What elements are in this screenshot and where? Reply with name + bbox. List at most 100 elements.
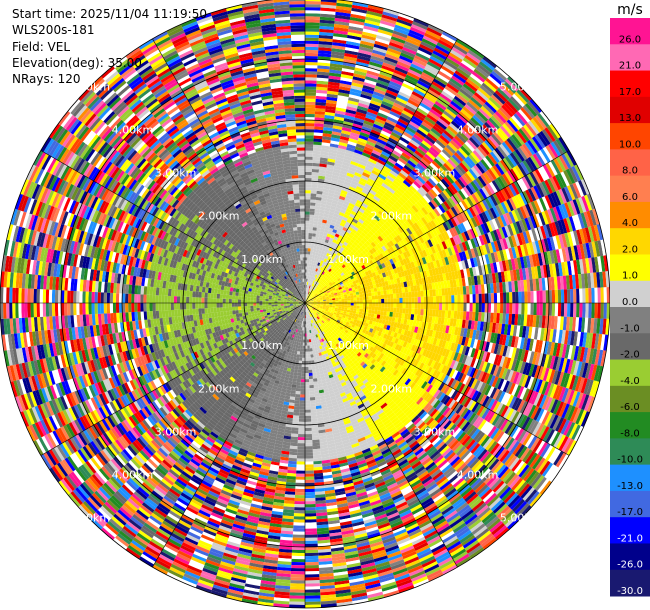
velocity-gate xyxy=(385,189,394,197)
velocity-gate xyxy=(463,231,471,241)
velocity-gate xyxy=(429,261,435,270)
velocity-gate xyxy=(354,188,362,195)
velocity-gate xyxy=(429,188,438,198)
velocity-gate xyxy=(389,258,395,265)
velocity-gate xyxy=(326,233,332,238)
velocity-gate xyxy=(439,93,453,104)
velocity-gate xyxy=(412,193,421,201)
velocity-gate xyxy=(384,271,390,277)
velocity-gate xyxy=(340,283,345,287)
velocity-gate xyxy=(356,140,367,147)
velocity-gate xyxy=(401,152,411,160)
velocity-gate xyxy=(351,79,365,85)
velocity-gate xyxy=(405,308,409,314)
velocity-gate xyxy=(353,297,357,301)
velocity-gate xyxy=(592,208,600,225)
velocity-gate xyxy=(549,207,558,222)
velocity-gate xyxy=(347,140,357,147)
velocity-gate xyxy=(436,169,446,179)
velocity-gate xyxy=(350,129,361,135)
velocity-gate xyxy=(377,210,385,217)
velocity-gate xyxy=(537,112,550,128)
velocity-gate xyxy=(321,271,325,275)
velocity-gate xyxy=(452,253,459,263)
velocity-gate xyxy=(462,221,470,232)
velocity-gate xyxy=(435,44,450,55)
velocity-gate xyxy=(406,218,414,226)
velocity-gate xyxy=(394,272,400,279)
velocity-gate xyxy=(321,293,325,296)
velocity-gate xyxy=(534,240,541,254)
velocity-gate xyxy=(363,22,380,30)
velocity-gate xyxy=(342,62,356,68)
velocity-gate xyxy=(392,230,399,237)
velocity-gate xyxy=(478,188,488,200)
velocity-gate xyxy=(348,22,364,29)
velocity-gate xyxy=(307,260,310,264)
velocity-gate xyxy=(305,263,308,267)
velocity-gate xyxy=(594,240,601,257)
velocity-gate xyxy=(337,227,343,233)
velocity-gate xyxy=(341,186,349,192)
velocity-gate xyxy=(307,301,312,303)
velocity-gate xyxy=(305,110,316,115)
velocity-gate xyxy=(511,209,519,223)
velocity-gate xyxy=(454,70,469,81)
velocity-gate xyxy=(353,294,357,298)
velocity-gate xyxy=(359,303,363,307)
velocity-gate xyxy=(333,278,338,282)
velocity-gate xyxy=(427,177,437,187)
velocity-gate xyxy=(502,249,508,261)
velocity-gate xyxy=(430,83,443,94)
velocity-gate xyxy=(372,299,376,303)
velocity-gate xyxy=(339,135,350,141)
velocity-gate xyxy=(489,263,495,274)
velocity-gate xyxy=(376,249,382,255)
velocity-gate xyxy=(413,18,430,28)
velocity-gate xyxy=(372,303,376,307)
velocity-gate xyxy=(309,272,312,277)
velocity-gate xyxy=(316,193,323,198)
velocity-gate xyxy=(466,139,478,150)
velocity-gate xyxy=(376,79,390,87)
velocity-gate xyxy=(315,289,318,293)
velocity-gate xyxy=(506,303,510,314)
velocity-gate xyxy=(475,293,479,303)
velocity-gate xyxy=(408,242,414,249)
velocity-gate xyxy=(307,245,312,249)
velocity-gate xyxy=(326,289,330,292)
velocity-gate xyxy=(362,31,377,38)
velocity-gate xyxy=(317,287,321,291)
velocity-gate xyxy=(449,139,461,150)
velocity-gate xyxy=(421,171,431,181)
velocity-gate xyxy=(464,103,477,115)
velocity-gate xyxy=(425,135,436,145)
velocity-gate xyxy=(460,85,474,97)
velocity-gate xyxy=(377,235,384,242)
velocity-gate xyxy=(305,49,319,54)
velocity-gate xyxy=(476,202,485,213)
velocity-gate xyxy=(337,295,342,298)
velocity-gate xyxy=(517,147,528,161)
velocity-gate xyxy=(427,190,436,200)
velocity-gate xyxy=(322,296,326,299)
velocity-gate xyxy=(554,289,559,303)
velocity-gate xyxy=(305,181,312,185)
velocity-gate xyxy=(367,238,373,244)
velocity-gate xyxy=(484,101,497,114)
velocity-gate xyxy=(340,189,348,195)
velocity-gate xyxy=(446,54,462,66)
velocity-gate xyxy=(488,96,502,109)
velocity-gate xyxy=(557,172,567,188)
velocity-gate xyxy=(389,246,395,253)
velocity-gate xyxy=(311,294,315,297)
velocity-gate xyxy=(333,269,338,273)
velocity-gate xyxy=(357,137,368,144)
velocity-gate xyxy=(496,87,510,101)
velocity-gate xyxy=(306,294,308,298)
velocity-gate xyxy=(511,182,520,195)
velocity-gate xyxy=(321,294,325,297)
velocity-gate xyxy=(420,290,424,297)
velocity-gate xyxy=(558,136,570,153)
velocity-gate xyxy=(533,303,537,316)
